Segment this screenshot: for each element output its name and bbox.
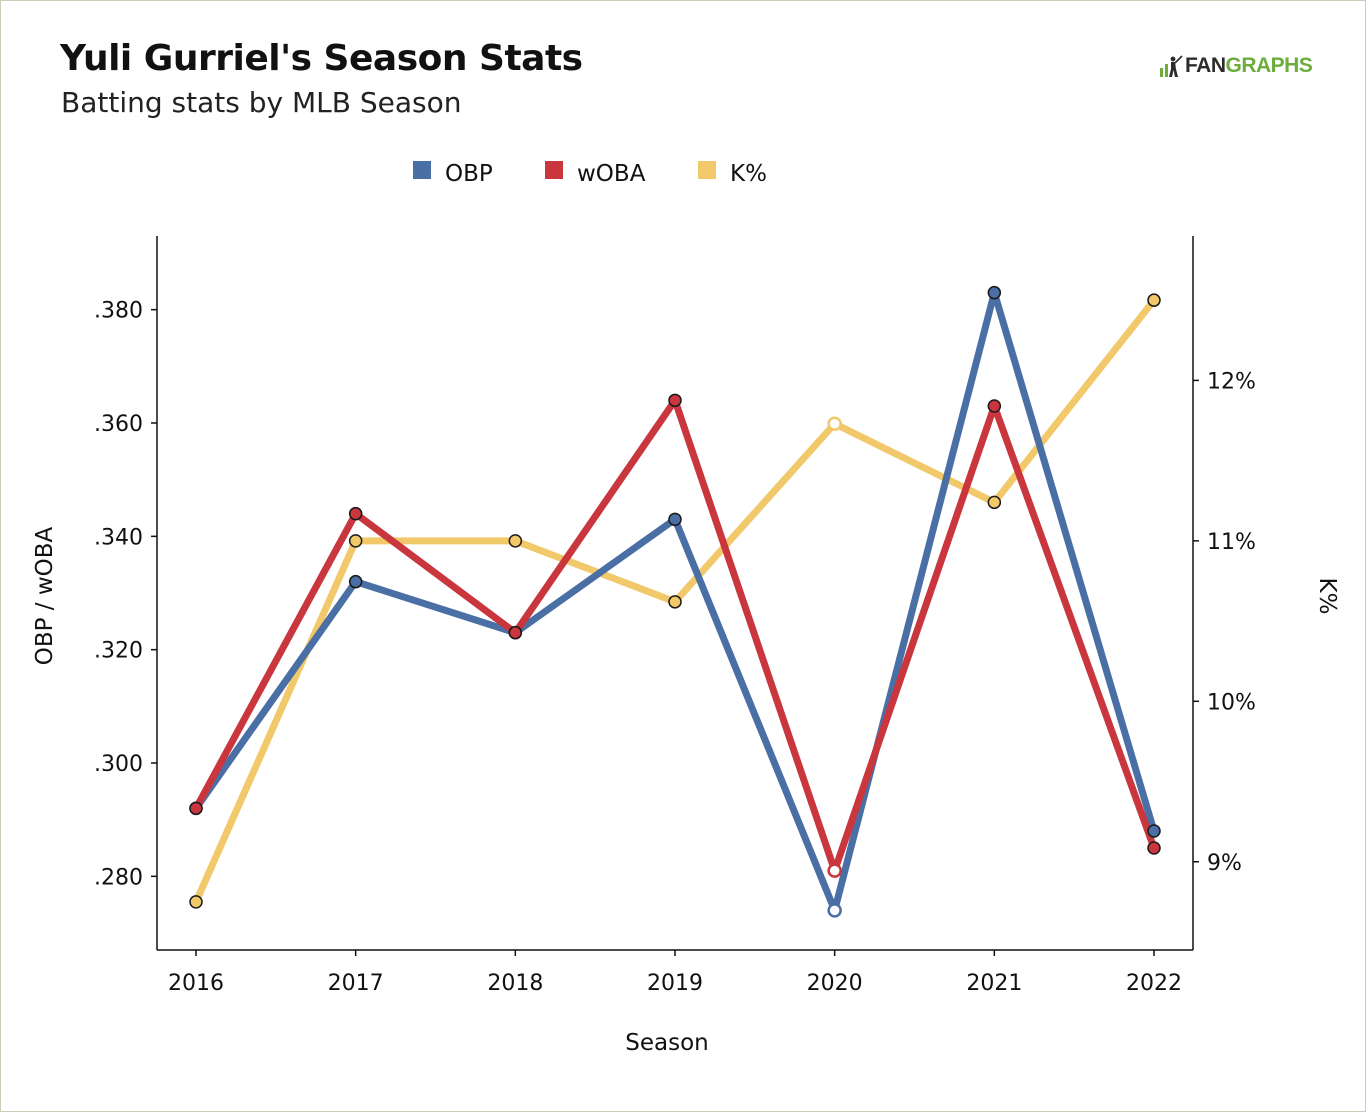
chart-title: Yuli Gurriel's Season Stats [60,38,583,79]
legend-label: OBP [445,161,493,187]
data-point-obp [987,285,1002,300]
legend-swatch-woba [545,161,563,179]
y-right-tick-label: 11% [1207,530,1256,555]
x-axis-title: Season [625,1030,708,1056]
data-point-woba [508,625,523,640]
data-point-kpct [348,534,363,548]
y-left-tick-label: .340 [94,525,143,550]
logo-graphs-text: GRAPHS [1225,54,1313,77]
data-point-woba [189,801,203,816]
data-point-obp [668,512,682,527]
data-point-woba [668,393,682,408]
data-point-obp [827,903,842,918]
data-point-woba [1147,841,1161,855]
x-tick-label: 2018 [487,971,543,996]
x-tick-label: 2021 [966,971,1022,996]
y-axis-right-title: K% [1314,578,1340,615]
logo-fan-text: FAN [1185,54,1226,77]
data-point-woba [987,399,1002,413]
legend-swatch-kpct [698,161,716,179]
legend-label: wOBA [577,161,646,187]
axes: .280 .300 .320 .340 .360 .380 9% 10% 11% 12% 2016 2… [94,236,1256,996]
y-axis-left-title: OBP / wOBA [32,526,58,665]
data-point-obp [1147,824,1161,838]
y-right-tick-label: 9% [1207,851,1242,876]
chart-subtitle: Batting stats by MLB Season [61,86,462,119]
data-point-kpct [189,895,203,909]
fangraphs-batter-icon [1160,55,1183,77]
series-points [189,285,1161,918]
legend-swatch-obp [413,161,431,179]
legend-label: K% [730,161,767,187]
x-tick-label: 2020 [807,971,863,996]
y-left-tick-label: .360 [94,412,143,437]
x-tick-label: 2016 [168,971,224,996]
data-point-woba [827,863,842,878]
y-left-tick-label: .380 [94,299,143,324]
data-point-obp [348,574,363,589]
data-point-kpct [1147,293,1161,307]
x-tick-label: 2019 [647,971,703,996]
y-right-tick-label: 10% [1207,690,1256,715]
x-tick-label: 2017 [328,971,384,996]
data-point-kpct [987,495,1002,510]
series-line-woba [192,396,1158,875]
x-tick-label: 2022 [1126,971,1182,996]
y-right-tick-label: 12% [1207,369,1256,394]
data-point-woba [348,506,363,521]
data-point-kpct [508,534,523,548]
data-point-kpct [668,595,682,609]
y-left-tick-label: .280 [94,865,143,890]
fangraphs-logo: FAN GRAPHS [1158,54,1313,78]
y-left-tick-label: .320 [94,639,143,664]
legend: OBP wOBA K% [413,161,767,187]
y-left-tick-label: .300 [94,752,143,777]
data-point-kpct [827,416,842,431]
